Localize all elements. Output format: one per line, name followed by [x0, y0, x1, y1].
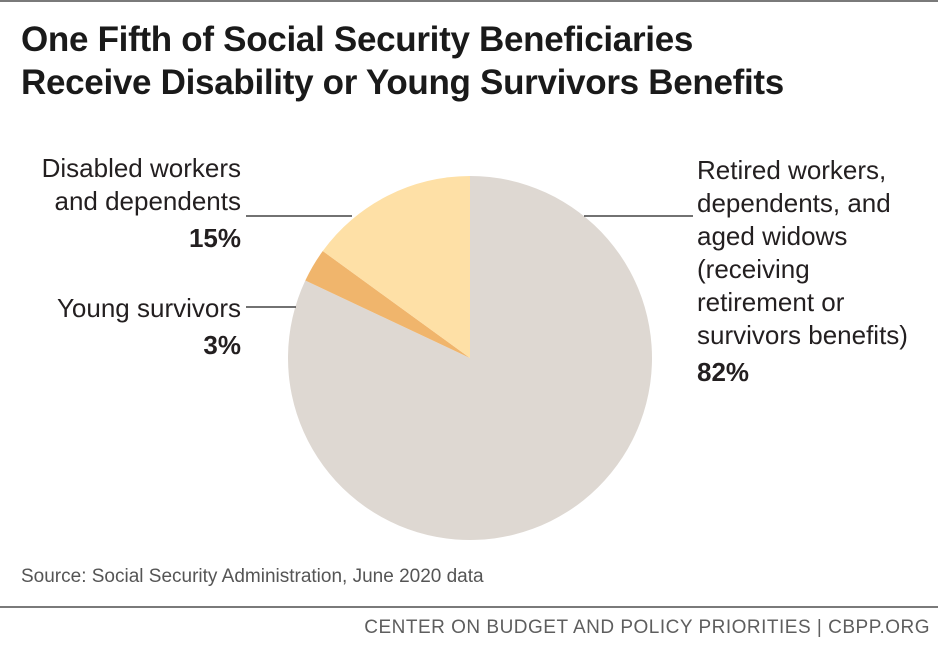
- pie-slice-disabled: [322, 176, 470, 358]
- slice-label-disabled-line-2: and dependents: [54, 186, 241, 216]
- slice-label-young-line-1: Young survivors: [56, 293, 241, 323]
- source-note: Source: Social Security Administration, …: [21, 566, 484, 587]
- slice-label-retired-line-2: dependents, and: [697, 188, 891, 218]
- chart-title-line-1: One Fifth of Social Security Beneficiari…: [21, 20, 694, 59]
- bottom-rule: [0, 606, 938, 608]
- slice-label-retired: Retired workers, dependents, and aged wi…: [697, 154, 932, 389]
- slice-label-retired-line-5: retirement or: [697, 287, 845, 317]
- pie-slice-retired: [288, 176, 653, 540]
- slice-value-young: 3%: [203, 330, 241, 360]
- chart-title: One Fifth of Social Security Beneficiari…: [21, 18, 921, 104]
- top-rule: [0, 0, 938, 2]
- slice-label-disabled: Disabled workers and dependents 15%: [18, 152, 241, 255]
- slice-label-retired-line-3: aged widows: [697, 221, 848, 251]
- slice-label-retired-line-6: survivors benefits): [697, 320, 908, 350]
- slice-label-young: Young survivors 3%: [18, 292, 241, 362]
- slice-label-disabled-line-1: Disabled workers: [41, 153, 241, 183]
- slice-value-disabled: 15%: [188, 223, 241, 253]
- slice-label-retired-line-4: (receiving: [697, 254, 810, 284]
- pie-chart: [246, 176, 693, 540]
- slice-label-retired-line-1: Retired workers,: [697, 155, 887, 185]
- footer-credit: CENTER ON BUDGET AND POLICY PRIORITIES |…: [364, 617, 930, 638]
- slice-value-retired: 82%: [697, 357, 750, 387]
- pie-slice-young: [305, 251, 470, 358]
- chart-title-line-2: Receive Disability or Young Survivors Be…: [21, 63, 784, 102]
